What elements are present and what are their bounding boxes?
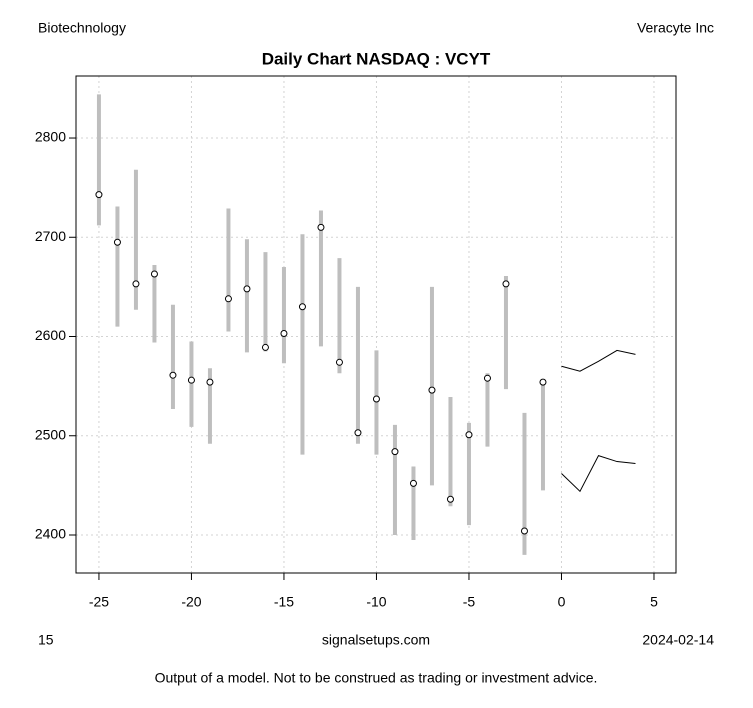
close-point — [520, 527, 528, 535]
y-tick-label: 2600 — [35, 327, 66, 343]
footer-center: signalsetups.com — [322, 632, 430, 648]
close-point — [261, 343, 269, 351]
close-point — [132, 280, 140, 288]
x-tick-label: -10 — [366, 594, 386, 610]
close-point — [502, 280, 510, 288]
close-point — [391, 448, 399, 456]
close-point — [335, 358, 343, 366]
close-point — [539, 378, 547, 386]
header-right: Veracyte Inc — [637, 20, 714, 36]
chart-title: Daily Chart NASDAQ : VCYT — [262, 49, 491, 68]
x-tick-label: -20 — [181, 594, 201, 610]
close-point — [243, 285, 251, 293]
x-tick-label: -5 — [463, 594, 476, 610]
forecast-line — [561, 349, 636, 372]
close-point — [169, 371, 177, 379]
close-point — [428, 386, 436, 394]
close-point — [465, 431, 473, 439]
close-point — [409, 479, 417, 487]
close-point — [113, 238, 121, 246]
close-point — [298, 303, 306, 311]
close-point — [354, 429, 362, 437]
y-tick-label: 2500 — [35, 426, 66, 442]
close-point — [372, 395, 380, 403]
close-point — [150, 270, 158, 278]
y-tick-label: 2700 — [35, 228, 66, 244]
close-point — [206, 378, 214, 386]
close-point — [224, 295, 232, 303]
close-point — [446, 495, 454, 503]
plot-frame — [75, 75, 677, 574]
footer-left: 15 — [38, 632, 54, 648]
x-tick-label: 5 — [650, 594, 658, 610]
y-tick-label: 2400 — [35, 526, 66, 542]
x-tick-label: 0 — [558, 594, 566, 610]
footer-right: 2024-02-14 — [642, 632, 714, 648]
x-tick-label: -15 — [274, 594, 294, 610]
close-point — [280, 330, 288, 338]
x-tick-label: -25 — [89, 594, 109, 610]
forecast-line — [561, 454, 636, 493]
close-point — [483, 374, 491, 382]
header-left: Biotechnology — [38, 20, 126, 36]
close-point — [95, 191, 103, 199]
disclaimer: Output of a model. Not to be construed a… — [155, 670, 598, 686]
close-point — [317, 223, 325, 231]
close-point — [187, 376, 195, 384]
y-tick-label: 2800 — [35, 129, 66, 145]
